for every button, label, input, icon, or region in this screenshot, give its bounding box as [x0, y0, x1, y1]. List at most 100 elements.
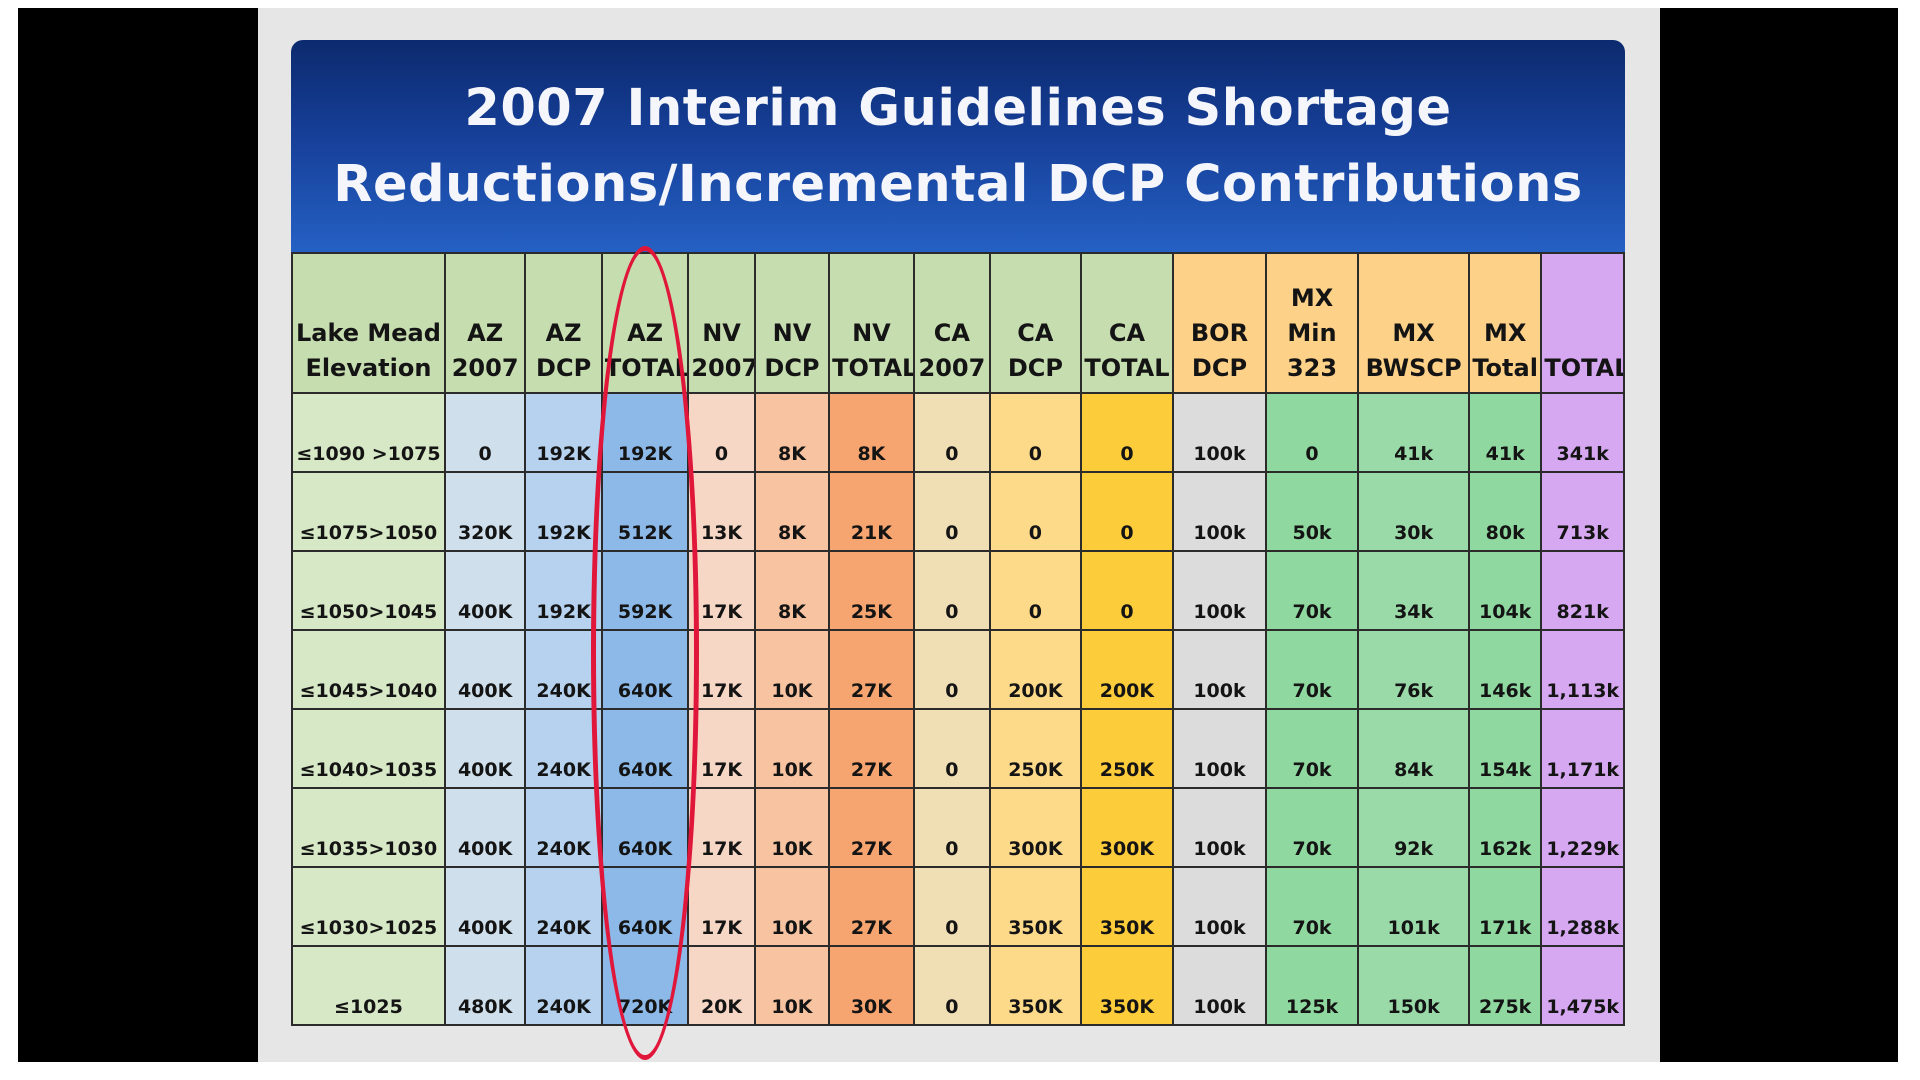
- table-row: ≤1040>1035 400K 240K 640K 17K 10K 27K 0 250K 250K…: [291, 708, 1625, 789]
- elevation-cell: ≤1045>1040: [291, 629, 446, 710]
- table-cell: 8K: [753, 550, 831, 631]
- table-row: ≤1045>1040 400K 240K 640K 17K 10K 27K 0 200K 200K…: [291, 629, 1625, 710]
- table-cell: 17K: [687, 866, 756, 947]
- table-cell: 250K: [989, 708, 1082, 789]
- table-cell: 17K: [687, 629, 756, 710]
- table-cell: 0: [443, 392, 527, 473]
- table-cell: 92k: [1357, 787, 1470, 868]
- table-cell: 400K: [443, 708, 527, 789]
- table-cell: 1,475k: [1540, 945, 1625, 1026]
- table-row: ≤1050>1045 400K 192K 592K 17K 8K 25K 0 0 0 100k 70k…: [291, 550, 1625, 631]
- column-header: CA 2007: [912, 252, 992, 394]
- table-cell: 70k: [1264, 866, 1360, 947]
- column-header: AZ TOTAL: [600, 252, 690, 394]
- table-cell: 0: [1079, 392, 1175, 473]
- table-cell: 0: [912, 866, 992, 947]
- table-cell: 0: [1079, 550, 1175, 631]
- table-cell: 192K: [600, 392, 690, 473]
- table-cell: 125k: [1264, 945, 1360, 1026]
- table-cell: 20K: [687, 945, 756, 1026]
- slide-title-line-2: Reductions/Incremental DCP Contributions: [333, 154, 1583, 214]
- table-cell: 27K: [828, 866, 915, 947]
- table-cell: 350K: [1079, 866, 1175, 947]
- table-cell: 10K: [753, 866, 831, 947]
- table-cell: 100k: [1172, 945, 1267, 1026]
- table-cell: 240K: [524, 866, 603, 947]
- table-cell: 0: [687, 392, 756, 473]
- table-cell: 0: [989, 392, 1082, 473]
- column-header: MX Min 323: [1264, 252, 1360, 394]
- table-cell: 192K: [524, 471, 603, 552]
- column-header: AZ 2007: [443, 252, 527, 394]
- table-cell: 821k: [1540, 550, 1625, 631]
- table-cell: 400K: [443, 629, 527, 710]
- slide-title-line-1: 2007 Interim Guidelines Shortage: [464, 78, 1452, 138]
- table-cell: 162k: [1467, 787, 1543, 868]
- table-cell: 1,229k: [1540, 787, 1625, 868]
- column-header: NV 2007: [687, 252, 756, 394]
- table-cell: 0: [912, 708, 992, 789]
- table-cell: 41k: [1467, 392, 1543, 473]
- table-cell: 0: [912, 787, 992, 868]
- shortage-table: Lake Mead Elevation AZ 2007 AZ DCP AZ TOTAL…: [291, 252, 1625, 1026]
- table-cell: 34k: [1357, 550, 1470, 631]
- column-header: CA DCP: [989, 252, 1082, 394]
- table-cell: 512K: [600, 471, 690, 552]
- table-cell: 150k: [1357, 945, 1470, 1026]
- table-cell: 10K: [753, 708, 831, 789]
- table-row: ≤1090 >1075 0 192K 192K 0 8K 8K 0 0 0 100k 0 41k 41k 3…: [291, 392, 1625, 473]
- table-cell: 0: [989, 550, 1082, 631]
- table-cell: 350K: [989, 866, 1082, 947]
- column-header: AZ DCP: [524, 252, 603, 394]
- table-cell: 350K: [1079, 945, 1175, 1026]
- table-cell: 100k: [1172, 787, 1267, 868]
- table-cell: 240K: [524, 787, 603, 868]
- elevation-cell: ≤1030>1025: [291, 866, 446, 947]
- table-row: ≤1075>1050 320K 192K 512K 13K 8K 21K 0 0 0 100k 50k…: [291, 471, 1625, 552]
- table-cell: 640K: [600, 708, 690, 789]
- table-cell: 154k: [1467, 708, 1543, 789]
- column-header: NV DCP: [753, 252, 831, 394]
- table-cell: 0: [912, 629, 992, 710]
- table-cell: 592K: [600, 550, 690, 631]
- elevation-cell: ≤1050>1045: [291, 550, 446, 631]
- table-cell: 13K: [687, 471, 756, 552]
- table-cell: 27K: [828, 708, 915, 789]
- table-cell: 10K: [753, 945, 831, 1026]
- table-cell: 17K: [687, 550, 756, 631]
- elevation-cell: ≤1025: [291, 945, 446, 1026]
- table-cell: 10K: [753, 787, 831, 868]
- table-cell: 300K: [1079, 787, 1175, 868]
- table-cell: 341k: [1540, 392, 1625, 473]
- table-cell: 70k: [1264, 629, 1360, 710]
- table-cell: 27K: [828, 787, 915, 868]
- elevation-cell: ≤1090 >1075: [291, 392, 446, 473]
- elevation-cell: ≤1075>1050: [291, 471, 446, 552]
- table-cell: 1,288k: [1540, 866, 1625, 947]
- table-cell: 240K: [524, 629, 603, 710]
- table-cell: 0: [912, 945, 992, 1026]
- table-cell: 27K: [828, 629, 915, 710]
- table-cell: 100k: [1172, 471, 1267, 552]
- table-cell: 70k: [1264, 708, 1360, 789]
- table-cell: 350K: [989, 945, 1082, 1026]
- table-cell: 100k: [1172, 629, 1267, 710]
- column-header: Lake Mead Elevation: [291, 252, 446, 394]
- table-cell: 300K: [989, 787, 1082, 868]
- table-cell: 70k: [1264, 550, 1360, 631]
- table-cell: 400K: [443, 787, 527, 868]
- table-cell: 30k: [1357, 471, 1470, 552]
- table-cell: 21K: [828, 471, 915, 552]
- table-cell: 146k: [1467, 629, 1543, 710]
- table-cell: 400K: [443, 550, 527, 631]
- table-cell: 250K: [1079, 708, 1175, 789]
- column-header: BOR DCP: [1172, 252, 1267, 394]
- elevation-cell: ≤1040>1035: [291, 708, 446, 789]
- table-cell: 400K: [443, 866, 527, 947]
- table-cell: 0: [912, 471, 992, 552]
- column-header: MX BWSCP: [1357, 252, 1470, 394]
- table-cell: 192K: [524, 550, 603, 631]
- table-row: ≤1030>1025 400K 240K 640K 17K 10K 27K 0 350K 350K…: [291, 866, 1625, 947]
- table-cell: 17K: [687, 708, 756, 789]
- table-cell: 84k: [1357, 708, 1470, 789]
